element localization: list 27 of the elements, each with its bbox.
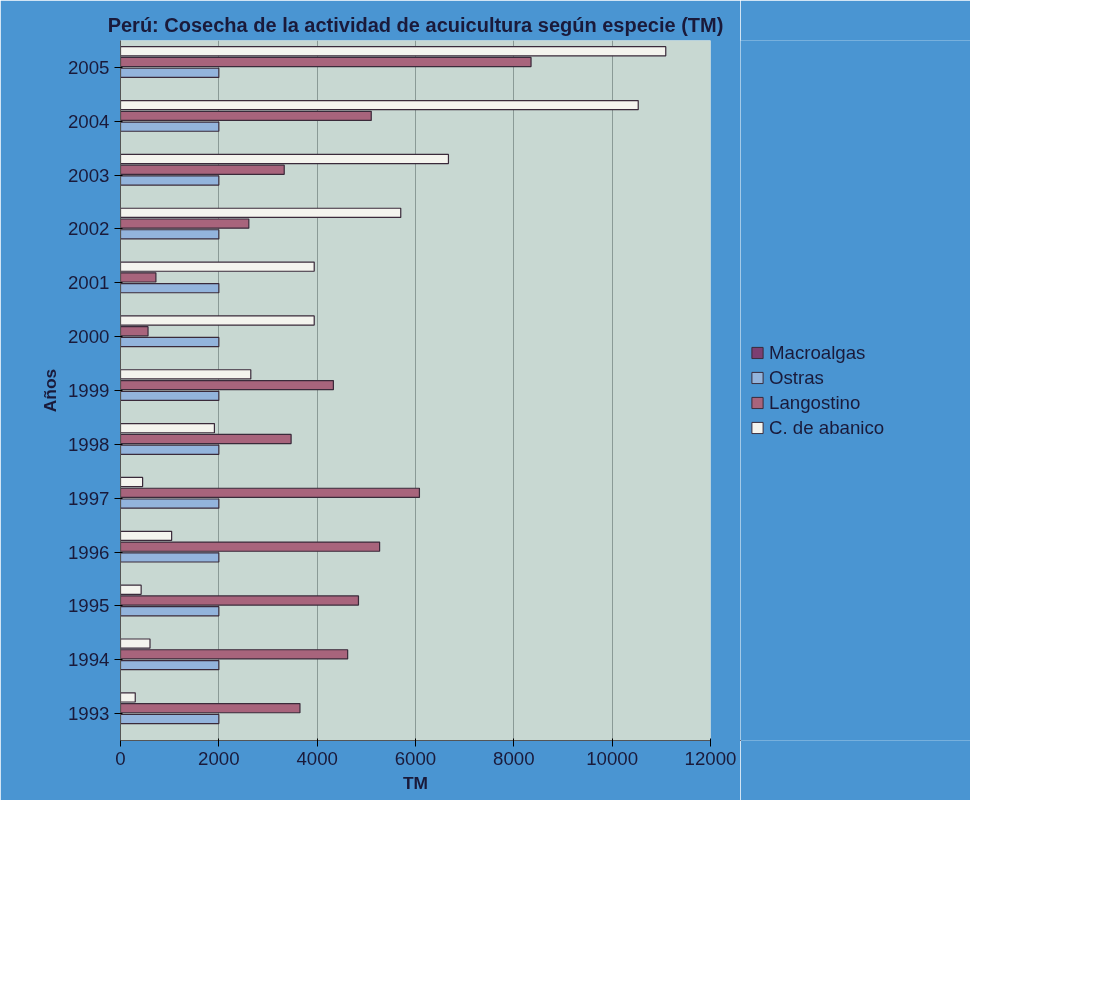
y-tick-label: 1997 (68, 487, 110, 509)
y-tick-label: 1996 (68, 541, 110, 563)
y-tick-label: 2005 (68, 56, 110, 78)
x-axis-title: TM (402, 772, 429, 793)
legend-label: Ostras (769, 366, 824, 389)
y-tick-label: 1998 (68, 433, 110, 455)
x-tick-label: 10000 (586, 747, 639, 769)
y-tick-label: 2002 (68, 218, 110, 240)
x-tick-label: 6000 (394, 747, 437, 769)
x-tick-label: 0 (115, 747, 126, 769)
legend-label: C. de abanico (769, 416, 885, 439)
legend-label: Macroalgas (769, 341, 866, 364)
y-tick-label: 2000 (68, 326, 110, 348)
y-axis-title: Años (40, 368, 60, 413)
y-tick-label: 2004 (68, 110, 110, 132)
chart-title: Perú: Cosecha de la actividad de acuicultura según especie (TM) (107, 13, 724, 36)
y-tick-label: 1994 (68, 649, 110, 671)
y-tick-label: 1993 (68, 703, 110, 725)
y-tick-label: 2003 (68, 164, 110, 186)
y-tick-label: 1999 (68, 380, 110, 401)
x-tick-label: 4000 (296, 747, 338, 769)
y-tick-label: 1995 (68, 595, 110, 617)
legend-label: Langostino (769, 391, 861, 414)
x-tick-label: 12000 (684, 747, 737, 769)
x-tick-label: 2000 (198, 747, 240, 769)
x-tick-label: 8000 (493, 747, 535, 769)
y-tick-label: 2001 (68, 272, 110, 294)
